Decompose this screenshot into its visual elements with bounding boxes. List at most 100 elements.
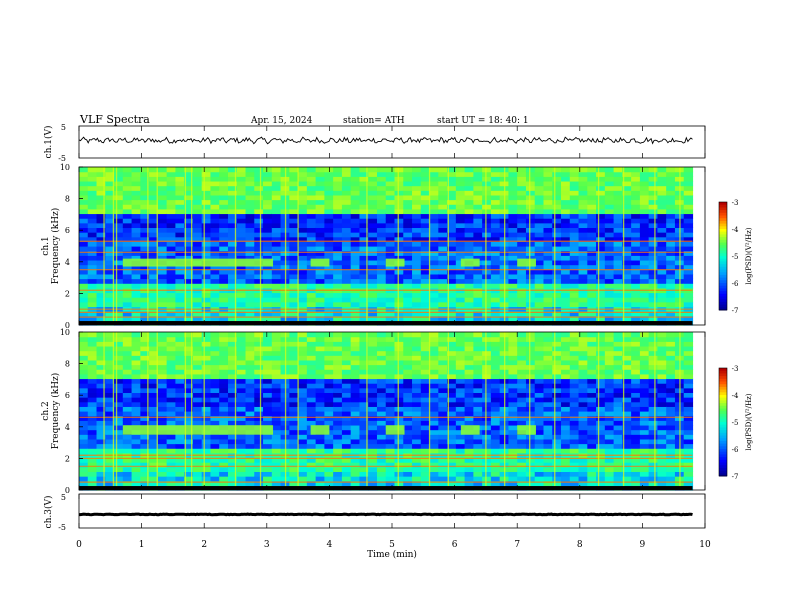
spectrogram-cell [333,378,343,384]
spectrogram-cell [490,204,501,210]
spectrogram-cell [455,383,466,389]
spectrogram-cell [166,438,176,445]
colorbar-segment [719,204,727,208]
spectrogram-cell [403,336,413,342]
spectrogram-cell [341,434,352,440]
spectrogram-cell [79,185,89,191]
spectrogram-cell [683,278,694,284]
spectrogram-cell [648,336,659,342]
colorbar-tick-label: -6 [732,446,739,454]
spectrogram-cell [639,443,650,449]
spectrogram-cell [412,401,422,407]
colorbar-segment [719,462,727,466]
spectrogram-cell [631,359,641,366]
spectrogram-cell [455,480,466,486]
spectrogram-cell [175,466,185,473]
spectrogram-cell [534,345,545,352]
spectrogram-cell [517,462,527,468]
spectrogram-cell [210,278,220,284]
spectrogram-cell [666,218,676,224]
spectrogram-cell [219,457,229,463]
spectrogram-cell [552,476,562,482]
spectrogram-cell [114,208,124,215]
spectrogram-cell [236,199,247,205]
spectrogram-cell [254,185,264,191]
spectrogram-cell [412,269,422,275]
spectrogram-cell [596,476,606,482]
spectrogram-cell [455,364,466,370]
spectrogram-cell [210,345,220,352]
spectrogram-cell [420,401,431,407]
spectrogram-cell [613,283,623,289]
spectrogram-cell [359,420,369,426]
spectrogram-cell [639,369,650,375]
spectrogram-cell [403,259,413,266]
spectrogram-cell [184,332,194,338]
spectrogram-cell [184,350,194,356]
spectrogram-cell [96,397,106,403]
spectrogram-cell [639,438,650,445]
spectrogram-cell [561,434,571,440]
spectrogram-cell [666,232,676,238]
spectrogram-cell [596,471,606,477]
spectrogram-cell [648,350,659,356]
spectrogram-cell [631,190,641,196]
spectrogram-cell [245,438,255,445]
spectrogram-cell [543,350,553,356]
spectrogram-cell [596,208,606,215]
spectrogram-cell [596,273,606,280]
spectrogram-cell [534,222,545,229]
spectrogram-cell [429,208,439,215]
spectrogram-cell [236,332,247,338]
spectrogram-cell [455,311,466,317]
spectrogram-cell [534,194,545,201]
spectrogram-cell [149,278,159,284]
spectrogram-cell [289,255,299,261]
spectrogram-cell [289,424,299,431]
spectrogram-cell [552,350,562,356]
spectrogram-cell [657,171,667,177]
spectrogram-cell [210,471,220,477]
spectrogram-cell [429,315,439,321]
spectrogram-cell [149,350,159,356]
spectrogram-cell [368,185,378,191]
spectrogram-cell [482,194,492,201]
spectrogram-cell [420,378,431,384]
spectrogram-cell [219,167,229,173]
spectrogram-cell [324,443,334,449]
colorbar-segment [719,253,727,257]
spectrogram-cell [482,269,492,275]
spectrogram-cell [473,392,483,398]
spectrogram-cell [683,204,694,210]
spectrogram-cell [604,264,615,270]
spectrogram-cell [569,345,580,352]
spectrogram-cell [263,171,273,177]
spectrogram-cell [122,185,133,191]
spectrogram-cell [131,269,141,275]
spectrogram-cell [666,476,676,482]
spectrogram-cell [175,406,185,412]
spectrogram-cell [166,208,176,215]
spectrogram-cell [359,167,369,173]
spectrogram-cell [473,364,483,370]
spectrogram-cell [105,401,115,407]
spectrogram-cell [79,278,89,284]
spectrogram-cell [438,466,448,473]
spectrogram-cell [482,443,492,449]
spectrogram-cell [552,311,562,317]
spectrogram-cell [517,401,527,407]
spectrogram-cell [201,369,212,375]
spectrogram-cell [245,250,255,256]
spectrogram-cell [350,471,361,477]
spectrogram-cell [192,378,203,384]
spectrogram-cell [122,292,133,298]
spectrogram-cell [543,364,553,370]
spectrogram-cell [508,167,518,173]
spectrogram-cell [263,236,273,242]
spectrogram-cell [192,406,203,412]
spectrogram-cell [412,415,422,421]
spectrogram-cell [157,364,168,370]
spectrogram-cell [166,180,176,187]
spectrogram-cell [350,167,361,173]
spectrogram-cell [525,204,536,210]
